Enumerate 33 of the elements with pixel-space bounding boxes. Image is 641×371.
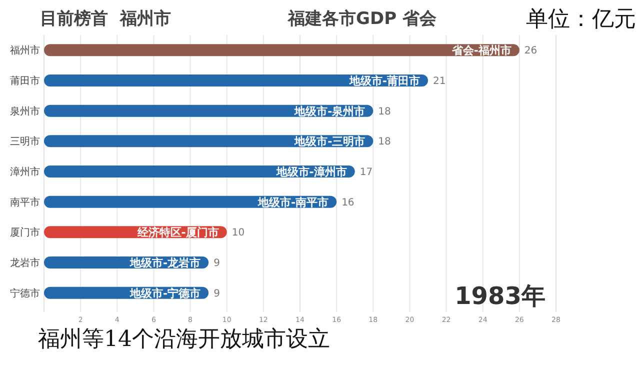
annotation: 地级市-漳州市 <box>275 166 347 178</box>
annotation: 地级市-三明市 <box>294 135 366 148</box>
chart-title: 福建各市GDP 省会 <box>287 9 438 29</box>
y-tick-label: 龙岩市 <box>10 257 40 269</box>
bar <box>44 44 520 56</box>
text: 单位：亿元 <box>526 7 636 32</box>
annotation: 1983年 <box>454 282 546 310</box>
annotation: 地级市-泉州市 <box>294 104 366 118</box>
y-tick-label: 宁德市 <box>10 287 40 300</box>
annotation: 地级市-宁德市 <box>128 286 201 300</box>
annotation: 地级市-南平市 <box>256 196 329 209</box>
annotation: 省会-福州市 <box>450 44 512 58</box>
y-tick-label: 厦门市 <box>10 226 40 239</box>
annotation: 地级市-莆田市 <box>348 74 420 88</box>
text: 福州等14个沿海开放城市设立 <box>38 327 330 352</box>
data-label: 18 <box>378 106 391 118</box>
data-label: 26 <box>524 46 538 57</box>
y-tick-label: 漳州市 <box>10 166 40 178</box>
data-label: 17 <box>360 167 373 178</box>
y-tick-label: 南平市 <box>10 196 40 208</box>
y-tick-label: 莆田市 <box>10 75 40 87</box>
y-tick-label: 三明市 <box>10 136 40 148</box>
data-label: 9 <box>214 288 220 300</box>
annotation: 经济特区-厦门市 <box>136 226 219 240</box>
chart-subtitle: 目前榜首 福州市 <box>40 9 171 29</box>
data-label: 16 <box>342 197 354 208</box>
data-label: 9 <box>214 258 220 269</box>
y-tick-label: 福州市 <box>10 44 40 57</box>
data-label: 21 <box>433 76 446 87</box>
data-label: 18 <box>378 136 391 148</box>
annotation: 地级市-龙岩市 <box>128 256 201 270</box>
data-label: 10 <box>232 228 245 239</box>
y-tick-label: 泉州市 <box>10 105 40 118</box>
